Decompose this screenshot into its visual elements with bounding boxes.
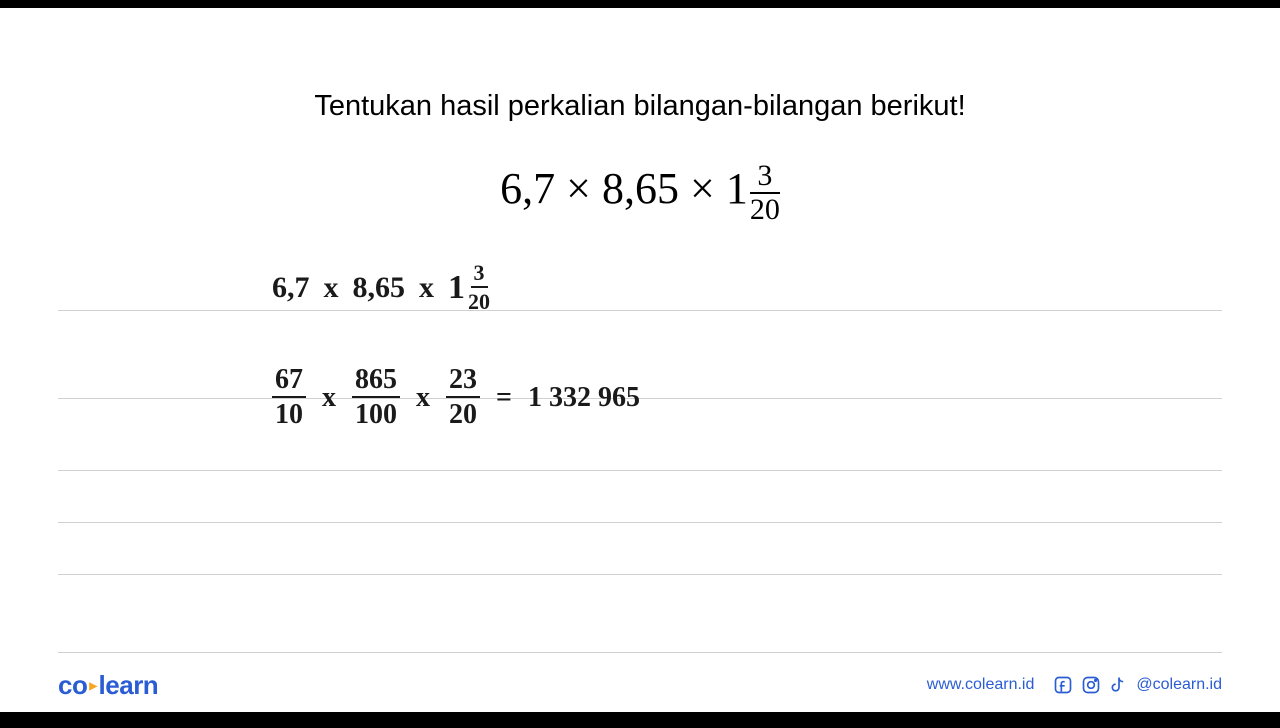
- times-1: ×: [566, 164, 602, 213]
- logo-learn: learn: [99, 670, 159, 700]
- instagram-icon: [1080, 674, 1102, 696]
- handwritten-line-2: 67 10 x 865 100 x 23 20 = 1 332 965: [272, 366, 640, 429]
- website-url: www.colearn.id: [927, 676, 1035, 694]
- question-text: Tentukan hasil perkalian bilangan-bilang…: [0, 8, 1280, 123]
- facebook-icon: [1052, 674, 1074, 696]
- printed-expression: 6,7 × 8,65 × 1320: [0, 161, 1280, 225]
- rule-line-1: [58, 310, 1222, 311]
- hw1-b: 8,65: [353, 271, 406, 305]
- hw2-f1-den: 10: [275, 398, 303, 429]
- hw1-times-1: x: [324, 271, 339, 305]
- rule-line-3: [58, 470, 1222, 471]
- rule-line-6: [58, 652, 1222, 653]
- hw1-whole: 1: [448, 269, 465, 307]
- operand-1: 6,7: [500, 164, 555, 213]
- hw2-f1-num: 67: [272, 366, 306, 398]
- operand-2: 8,65: [602, 164, 679, 213]
- hw1-times-2: x: [419, 271, 434, 305]
- hw2-f3-den: 20: [449, 398, 477, 429]
- hw2-times-2: x: [416, 382, 430, 414]
- logo-dot: ▶: [89, 681, 96, 692]
- footer-right: www.colearn.id @colearn.id: [927, 674, 1222, 696]
- fraction-denominator: 20: [750, 194, 780, 225]
- social-links: @colearn.id: [1052, 674, 1222, 696]
- fraction-numerator: 3: [750, 161, 780, 194]
- rule-line-2: [58, 398, 1222, 399]
- social-handle: @colearn.id: [1136, 676, 1222, 694]
- hw2-equals: =: [496, 382, 512, 414]
- hw1-numerator: 3: [471, 262, 488, 288]
- hw2-result: 1 332 965: [528, 382, 640, 414]
- hw1-mixed: 1 3 20: [448, 262, 490, 313]
- hw2-f2-num: 865: [352, 366, 400, 398]
- hw2-times-1: x: [322, 382, 336, 414]
- hw2-f2-den: 100: [355, 398, 397, 429]
- brand-logo: co▶learn: [58, 670, 158, 701]
- tiktok-icon: [1108, 674, 1130, 696]
- handwritten-line-1: 6,7 x 8,65 x 1 3 20: [272, 262, 490, 313]
- rule-line-5: [58, 574, 1222, 575]
- mixed-whole: 1: [726, 164, 748, 213]
- hw2-fraction-3: 23 20: [446, 366, 480, 429]
- hw2-fraction-2: 865 100: [352, 366, 400, 429]
- hw1-denominator: 20: [468, 288, 490, 313]
- times-2: ×: [690, 164, 726, 213]
- rule-line-4: [58, 522, 1222, 523]
- footer: co▶learn www.colearn.id @colearn.id: [0, 658, 1280, 712]
- hw1-a: 6,7: [272, 271, 310, 305]
- hw1-fraction: 3 20: [468, 262, 490, 313]
- page: Tentukan hasil perkalian bilangan-bilang…: [0, 8, 1280, 712]
- hw2-fraction-1: 67 10: [272, 366, 306, 429]
- mixed-fraction: 320: [750, 161, 780, 225]
- logo-co: co: [58, 670, 87, 700]
- hw2-f3-num: 23: [446, 366, 480, 398]
